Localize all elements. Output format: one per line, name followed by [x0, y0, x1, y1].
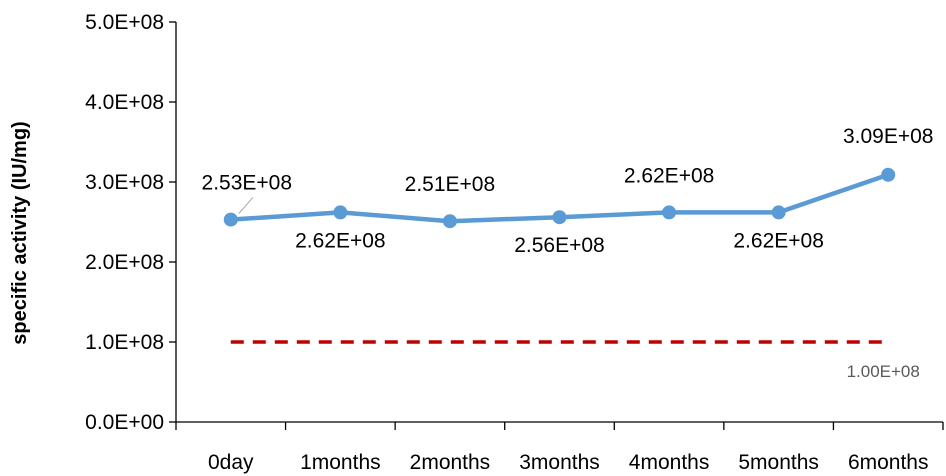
y-tick-label: 3.0E+08: [85, 171, 164, 194]
data-label: 2.62E+08: [733, 229, 824, 252]
data-point: [662, 205, 677, 220]
label-leader-line: [238, 197, 254, 214]
data-label: 2.51E+08: [405, 173, 496, 196]
y-axis-label: specific activity (IU/mg): [9, 121, 31, 344]
data-point: [552, 210, 567, 225]
data-label: 2.53E+08: [202, 172, 293, 195]
y-axis: 0.0E+00 1.0E+08 2.0E+08 3.0E+08 4.0E+08 5.0E+…: [85, 11, 177, 434]
x-tick-label: 0day: [208, 451, 254, 474]
y-tick-label: 4.0E+08: [85, 91, 164, 114]
reference-line-group: 1.00E+08: [230, 340, 920, 381]
y-tick-label: 5.0E+08: [85, 11, 164, 34]
y-tick-label: 2.0E+08: [85, 251, 164, 274]
series-group: [223, 167, 896, 229]
y-tick-label: 1.0E+08: [85, 331, 164, 354]
y-tick-label: 0.0E+00: [85, 411, 164, 434]
x-tick-label: 5months: [738, 451, 819, 474]
data-label: 3.09E+08: [843, 125, 934, 148]
x-tick-label: 6months: [848, 451, 929, 474]
data-point: [771, 205, 786, 220]
data-point: [333, 205, 348, 220]
x-tick-label: 2months: [410, 451, 491, 474]
data-label: 2.62E+08: [624, 164, 715, 187]
data-labels-group: 2.53E+08 2.62E+08 2.51E+08 2.56E+08 2.62E+08…: [202, 125, 934, 257]
data-point: [881, 167, 896, 182]
data-label: 2.62E+08: [295, 229, 386, 252]
x-axis: 0day 1months 2months 3months 4months 5months 6…: [175, 421, 944, 474]
x-tick-label: 4months: [629, 451, 710, 474]
data-point: [442, 214, 457, 229]
reference-line-label: 1.00E+08: [847, 362, 920, 381]
x-tick-label: 1months: [300, 451, 381, 474]
x-tick-label: 3months: [519, 451, 600, 474]
data-label: 2.56E+08: [514, 234, 605, 257]
data-point: [223, 212, 238, 227]
